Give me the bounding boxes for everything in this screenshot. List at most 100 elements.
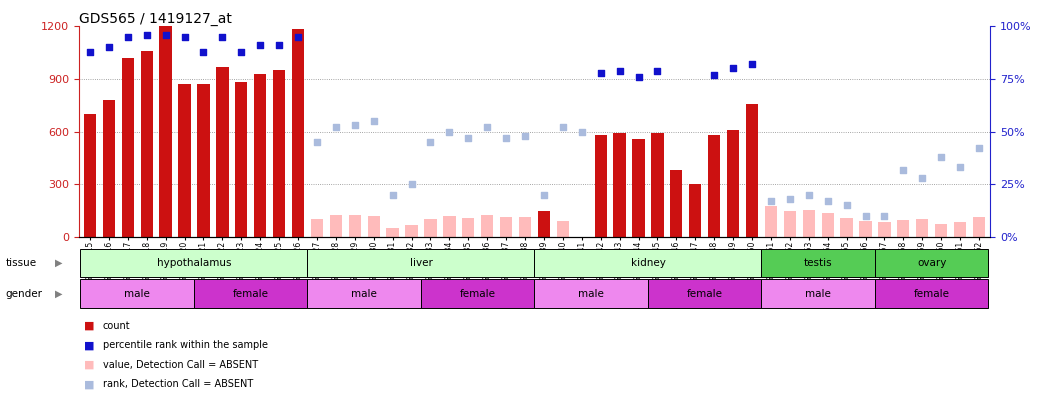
Point xyxy=(233,48,249,55)
Text: female: female xyxy=(686,289,723,298)
Point xyxy=(327,124,344,131)
Bar xyxy=(803,210,815,237)
Text: kidney: kidney xyxy=(631,258,665,268)
Bar xyxy=(973,217,985,237)
Point xyxy=(649,67,665,74)
Text: female: female xyxy=(914,289,949,298)
Point xyxy=(592,69,609,76)
Bar xyxy=(875,249,988,277)
Point xyxy=(101,44,117,51)
Point xyxy=(554,124,571,131)
Bar xyxy=(254,74,266,237)
Bar xyxy=(648,279,762,308)
Text: ovary: ovary xyxy=(917,258,946,268)
Point xyxy=(952,164,968,171)
Point xyxy=(403,181,420,188)
Bar xyxy=(307,249,534,277)
Point xyxy=(347,122,364,128)
Point xyxy=(460,135,477,141)
Bar xyxy=(159,26,172,237)
Point xyxy=(366,118,383,124)
Point xyxy=(138,32,155,38)
Text: female: female xyxy=(233,289,268,298)
Point xyxy=(195,48,212,55)
Bar xyxy=(690,184,701,237)
Point xyxy=(252,42,268,49)
Bar xyxy=(368,216,379,237)
Point xyxy=(441,128,458,135)
Bar xyxy=(822,213,834,237)
Text: percentile rank within the sample: percentile rank within the sample xyxy=(103,341,267,350)
Bar xyxy=(122,58,134,237)
Text: male: male xyxy=(351,289,377,298)
Bar xyxy=(443,216,456,237)
Bar xyxy=(272,70,285,237)
Bar xyxy=(708,135,720,237)
Bar xyxy=(178,84,191,237)
Bar xyxy=(859,221,872,237)
Text: GDS565 / 1419127_at: GDS565 / 1419127_at xyxy=(79,12,232,26)
Text: ▶: ▶ xyxy=(54,258,62,268)
Point xyxy=(838,202,855,209)
Point xyxy=(630,74,647,80)
Bar xyxy=(727,130,739,237)
Point xyxy=(725,65,742,72)
Text: ■: ■ xyxy=(84,379,94,389)
Bar xyxy=(878,222,891,237)
Bar xyxy=(500,217,512,237)
Bar xyxy=(387,228,398,237)
Text: rank, Detection Call = ABSENT: rank, Detection Call = ABSENT xyxy=(103,379,253,389)
Bar xyxy=(765,206,777,237)
Bar xyxy=(954,222,966,237)
Point xyxy=(385,192,401,198)
Bar xyxy=(197,84,210,237)
Text: tissue: tissue xyxy=(5,258,37,268)
Point xyxy=(82,48,99,55)
Point xyxy=(289,34,306,40)
Bar xyxy=(481,215,494,237)
Point xyxy=(744,61,761,68)
Point xyxy=(157,32,174,38)
Bar xyxy=(194,279,307,308)
Bar xyxy=(746,104,758,237)
Text: male: male xyxy=(578,289,604,298)
Text: ■: ■ xyxy=(84,360,94,370)
Bar xyxy=(103,100,115,237)
Bar xyxy=(216,67,228,237)
Bar xyxy=(424,220,437,237)
Bar xyxy=(538,211,550,237)
Point xyxy=(422,139,439,145)
Point xyxy=(876,213,893,219)
Bar xyxy=(349,215,361,237)
Bar xyxy=(311,220,323,237)
Bar xyxy=(81,279,194,308)
Bar xyxy=(594,135,607,237)
Point xyxy=(782,196,799,202)
Bar xyxy=(519,217,531,237)
Point xyxy=(895,166,912,173)
Point xyxy=(914,175,931,181)
Bar xyxy=(421,279,534,308)
Point xyxy=(933,153,949,160)
Text: value, Detection Call = ABSENT: value, Detection Call = ABSENT xyxy=(103,360,258,370)
Text: ■: ■ xyxy=(84,341,94,350)
Bar xyxy=(632,139,645,237)
Bar xyxy=(613,133,626,237)
Bar xyxy=(81,249,307,277)
Bar xyxy=(292,29,304,237)
Text: male: male xyxy=(805,289,831,298)
Point xyxy=(517,132,533,139)
Point xyxy=(498,135,515,141)
Point xyxy=(611,67,628,74)
Point xyxy=(705,72,722,78)
Point xyxy=(479,124,496,131)
Bar xyxy=(84,114,96,237)
Point xyxy=(801,192,817,198)
Bar xyxy=(307,279,421,308)
Point xyxy=(270,42,287,49)
Bar xyxy=(140,51,153,237)
Point xyxy=(119,34,136,40)
Bar xyxy=(762,249,875,277)
Point xyxy=(970,145,987,152)
Point xyxy=(536,192,552,198)
